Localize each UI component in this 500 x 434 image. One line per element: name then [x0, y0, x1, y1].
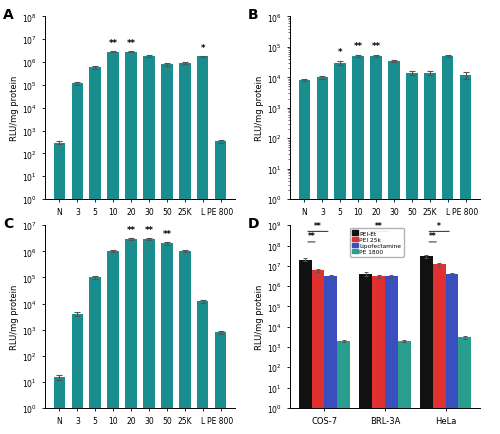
Text: **: ** [372, 42, 380, 50]
X-axis label: w/w ratio: w/w ratio [364, 228, 406, 237]
Bar [125, 239, 137, 434]
Bar [432, 265, 446, 434]
Bar [161, 244, 172, 434]
Bar [54, 377, 66, 434]
Bar [90, 278, 101, 434]
Text: *: * [338, 48, 342, 56]
Bar [388, 62, 400, 434]
Bar [385, 277, 398, 434]
Bar [298, 260, 312, 434]
Text: **: ** [108, 39, 118, 48]
Bar [460, 76, 471, 434]
Bar [298, 81, 310, 434]
X-axis label: w/w ratio: w/w ratio [119, 228, 161, 237]
Text: C: C [3, 217, 13, 230]
Text: **: ** [429, 232, 436, 241]
Legend: PEI-Et, PEI 25k, Lipofectamine, PE 1800: PEI-Et, PEI 25k, Lipofectamine, PE 1800 [350, 229, 404, 257]
Text: **: ** [314, 221, 322, 230]
Text: B: B [248, 8, 259, 22]
Text: **: ** [126, 39, 136, 48]
Bar [424, 74, 436, 434]
Text: *: * [200, 43, 205, 53]
Bar [338, 341, 350, 434]
Text: **: ** [374, 221, 382, 230]
Bar [54, 143, 66, 434]
Text: D: D [248, 217, 260, 230]
Bar [406, 74, 417, 434]
Bar [214, 141, 226, 434]
Y-axis label: RLU/mg protein: RLU/mg protein [255, 284, 264, 349]
Bar [312, 271, 324, 434]
Bar [372, 277, 385, 434]
Bar [214, 332, 226, 434]
Text: **: ** [144, 225, 154, 234]
Text: **: ** [354, 42, 362, 50]
Bar [179, 252, 190, 434]
Text: **: ** [126, 225, 136, 234]
Bar [179, 64, 190, 434]
Bar [125, 53, 137, 434]
Bar [108, 252, 119, 434]
Bar [370, 57, 382, 434]
Text: A: A [3, 8, 14, 22]
Bar [324, 277, 338, 434]
Text: **: ** [308, 232, 316, 241]
Bar [72, 84, 83, 434]
Bar [197, 57, 208, 434]
Y-axis label: RLU/mg protein: RLU/mg protein [10, 284, 19, 349]
Y-axis label: RLU/mg protein: RLU/mg protein [10, 76, 19, 141]
Bar [442, 57, 454, 434]
Bar [458, 338, 471, 434]
Bar [420, 256, 432, 434]
Y-axis label: RLU/mg protein: RLU/mg protein [255, 76, 264, 141]
Bar [143, 239, 155, 434]
Text: **: ** [368, 232, 376, 241]
Bar [108, 53, 119, 434]
Text: **: ** [162, 229, 172, 238]
Bar [161, 65, 172, 434]
Text: *: * [437, 221, 441, 230]
Bar [359, 274, 372, 434]
Bar [398, 341, 411, 434]
Bar [334, 64, 346, 434]
Bar [316, 78, 328, 434]
Bar [72, 314, 83, 434]
Bar [446, 274, 458, 434]
Bar [197, 302, 208, 434]
Bar [90, 68, 101, 434]
Bar [143, 57, 155, 434]
Bar [352, 57, 364, 434]
